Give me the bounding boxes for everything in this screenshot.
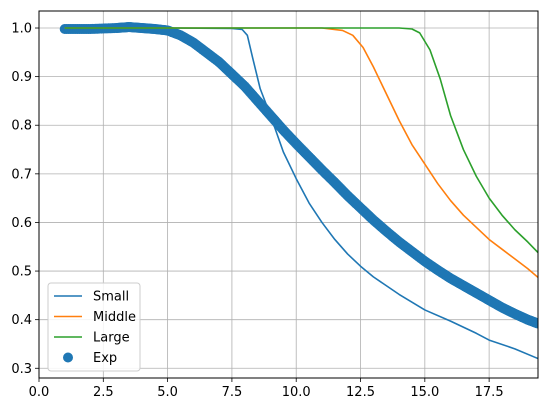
x-tick-label: 0.0 [29,385,50,400]
tick-labels: 0.0 2.5 5.0 7.5 10.0 12.5 15.0 17.5 0.3 0.4 0.5 0.6… [11,22,503,400]
tick-marks [35,27,490,382]
y-tick-label: 0.9 [11,70,32,85]
y-tick-label: 1.0 [11,22,32,37]
legend-label-large: Large [93,331,130,346]
y-tick-label: 0.7 [11,167,32,182]
y-tick-label: 0.4 [11,313,32,328]
data-point-exp [533,318,538,329]
series-line-middle [64,27,538,278]
x-tick-label: 7.5 [222,385,243,400]
y-tick-label: 0.6 [11,216,32,231]
legend-label-middle: Middle [93,310,136,325]
series-line-large [64,27,538,254]
legend-label-exp: Exp [93,351,117,366]
legend-box [47,282,141,372]
legend-marker-exp [63,352,73,363]
x-tick-label: 12.5 [346,385,375,400]
y-tick-label: 0.3 [11,362,32,377]
series-line-small [64,27,538,360]
x-tick-label: 5.0 [157,385,178,400]
legend: Small Middle Large Exp [47,282,141,372]
plot-area [59,22,538,360]
x-tick-label: 15.0 [410,385,439,400]
axes-frame [38,10,539,379]
legend-label-small: Small [93,290,129,305]
y-tick-label: 0.8 [11,119,32,134]
x-tick-label: 17.5 [475,385,504,400]
x-tick-label: 2.5 [93,385,114,400]
x-tick-label: 10.0 [282,385,311,400]
y-tick-label: 0.5 [11,265,32,280]
